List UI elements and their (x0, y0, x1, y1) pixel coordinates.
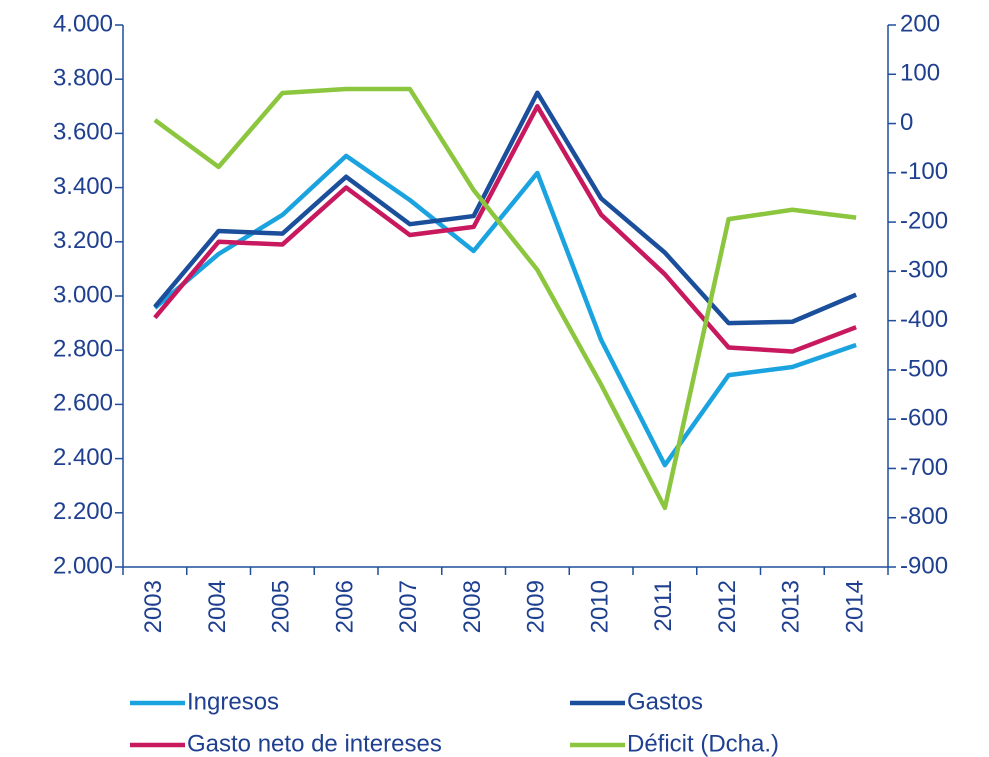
x-tick-label: 2013 (778, 580, 805, 633)
y2-tick-label: -900 (900, 552, 948, 579)
x-tick-label: 2010 (586, 580, 613, 633)
line (153, 153, 857, 468)
y2-tick-label: -500 (900, 355, 948, 382)
legend-label: Gastos (627, 688, 703, 715)
y2-tick-label: 200 (900, 10, 940, 37)
legend-label: Déficit (Dcha.) (627, 730, 779, 757)
legend-label: Ingresos (187, 688, 279, 715)
y-tick-label: 2.400 (53, 444, 113, 471)
y-tick-label: 3.600 (53, 119, 113, 146)
y2-tick-label: -200 (900, 207, 948, 234)
y2-tick-label: 100 (900, 60, 940, 87)
x-tick-label: 2009 (523, 580, 550, 633)
y-tick-label: 2.600 (53, 390, 113, 417)
y-tick-label: 2.200 (53, 498, 113, 525)
x-tick-label: 2011 (650, 580, 677, 632)
line (153, 90, 858, 326)
y2-tick-label: -400 (900, 306, 948, 333)
line (153, 104, 857, 354)
x-tick-label: 2007 (395, 580, 422, 633)
x-tick-label: 2014 (841, 580, 868, 633)
x-tick-label: 2003 (140, 580, 167, 633)
y-tick-label: 3.400 (53, 173, 113, 200)
x-tick-label: 2008 (459, 580, 486, 633)
y2-tick-label: -300 (900, 257, 948, 284)
x-tick-label: 2004 (204, 580, 231, 633)
y2-tick-label: -600 (900, 405, 948, 432)
y-tick-label: 3.200 (53, 227, 113, 254)
y2-tick-label: -100 (900, 158, 948, 185)
y-tick-label: 4.000 (53, 10, 113, 37)
y2-tick-label: 0 (900, 109, 913, 136)
line (153, 86, 857, 511)
y-tick-label: 3.000 (53, 281, 113, 308)
x-tick-label: 2005 (268, 580, 295, 633)
legend-label: Gasto neto de intereses (187, 730, 442, 757)
y-tick-label: 3.800 (53, 65, 113, 92)
x-tick-label: 2006 (331, 580, 358, 633)
y2-tick-label: -700 (900, 454, 948, 481)
y-tick-label: 2.000 (53, 552, 113, 579)
y2-tick-label: -800 (900, 503, 948, 530)
y-tick-label: 2.800 (53, 336, 113, 363)
x-tick-label: 2012 (714, 580, 741, 633)
